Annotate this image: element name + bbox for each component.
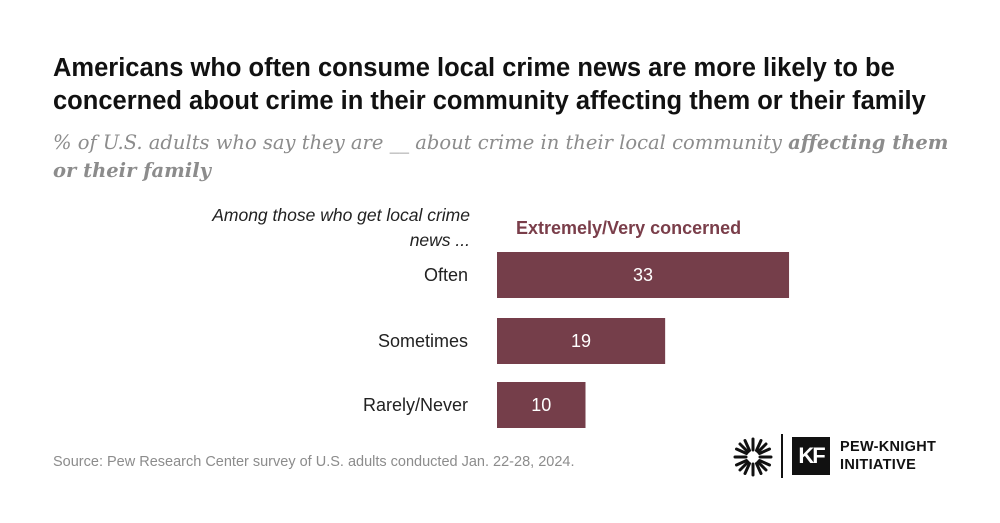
category-label: Rarely/Never [363,395,468,415]
chart-title: Americans who often consume local crime … [53,54,926,115]
row-header: Among those who get local crime news ... [212,205,470,250]
bar [497,382,586,428]
data-label: 33 [633,265,653,285]
series-header: Extremely/Very concerned [516,218,742,238]
logo-line-2: INITIATIVE [840,457,917,473]
pew-burst-icon [733,437,773,477]
logo-wordmark: PEW-KNIGHT INITIATIVE [840,438,936,474]
chart-subtitle: % of U.S. adults who say they are __ abo… [53,129,973,185]
logo-divider [781,434,783,478]
logo-line-1: PEW-KNIGHT [840,439,937,455]
data-label: 10 [531,395,551,415]
kf-logo: KF [792,437,830,475]
bar [497,252,790,298]
data-label: 19 [571,331,591,351]
source-note: Source: Pew Research Center survey of U.… [53,454,575,470]
bar [497,318,666,364]
category-label: Sometimes [378,331,468,351]
category-label: Often [424,265,468,285]
subtitle-emphasis: affecting them or their family [53,131,949,182]
subtitle-text: % of U.S. adults who say they are __ abo… [53,131,789,154]
